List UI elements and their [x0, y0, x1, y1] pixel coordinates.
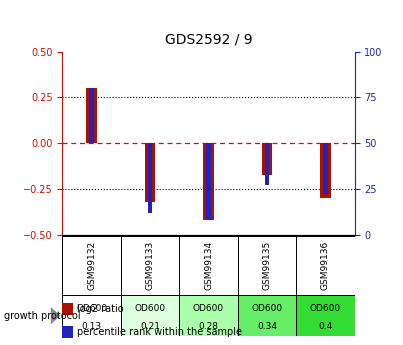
- Text: GSM99136: GSM99136: [321, 241, 330, 290]
- Text: 0.21: 0.21: [140, 322, 160, 331]
- Text: 0.34: 0.34: [257, 322, 277, 331]
- Text: GSM99135: GSM99135: [262, 241, 272, 290]
- Bar: [121, 295, 179, 336]
- Bar: [262, 143, 272, 175]
- Bar: [62, 326, 73, 338]
- Text: OD600: OD600: [251, 304, 283, 313]
- Bar: [296, 295, 355, 336]
- Text: OD600: OD600: [76, 304, 107, 313]
- Bar: [238, 295, 296, 336]
- Text: 0.13: 0.13: [82, 322, 102, 331]
- Text: OD600: OD600: [310, 304, 341, 313]
- Text: log2 ratio: log2 ratio: [77, 304, 124, 314]
- Bar: [206, 143, 211, 220]
- Text: GSM99132: GSM99132: [87, 241, 96, 290]
- Bar: [148, 143, 152, 213]
- Bar: [203, 143, 214, 220]
- Bar: [323, 143, 328, 194]
- Bar: [62, 303, 73, 315]
- Bar: [86, 88, 97, 143]
- Text: growth protocol: growth protocol: [4, 311, 81, 321]
- Text: 0.4: 0.4: [318, 322, 332, 331]
- Text: GSM99133: GSM99133: [145, 241, 155, 290]
- Bar: [62, 295, 121, 336]
- Text: OD600: OD600: [193, 304, 224, 313]
- Text: GSM99134: GSM99134: [204, 241, 213, 290]
- Text: percentile rank within the sample: percentile rank within the sample: [77, 327, 242, 337]
- Bar: [89, 88, 94, 143]
- Bar: [320, 143, 331, 198]
- Bar: [179, 295, 238, 336]
- Text: 0.28: 0.28: [199, 322, 218, 331]
- Text: OD600: OD600: [135, 304, 166, 313]
- Bar: [145, 143, 156, 202]
- Title: GDS2592 / 9: GDS2592 / 9: [165, 32, 252, 47]
- Polygon shape: [51, 307, 60, 324]
- Bar: [265, 143, 269, 185]
